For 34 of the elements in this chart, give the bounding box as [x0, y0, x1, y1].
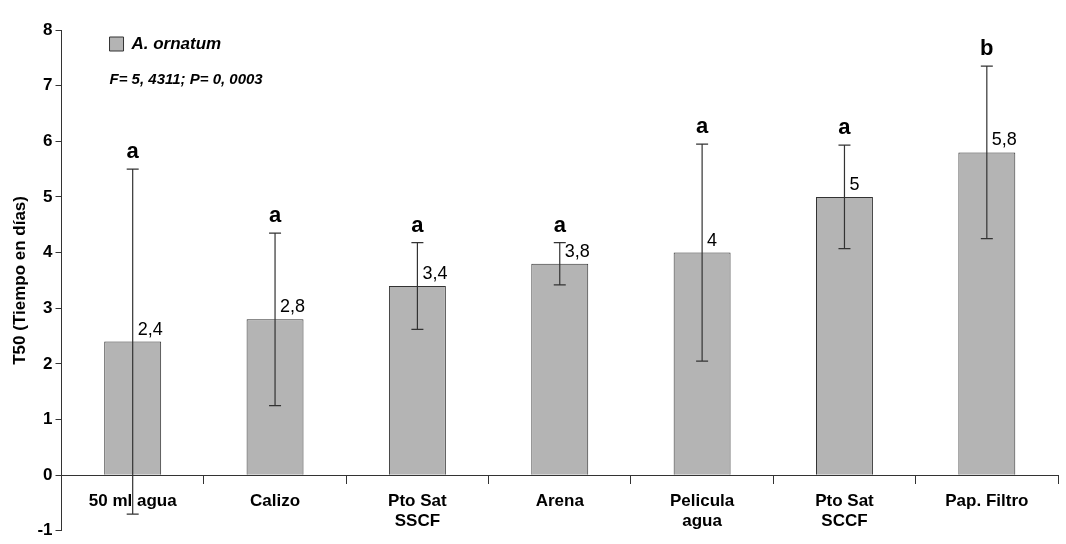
y-tick-label: 8	[43, 19, 53, 39]
y-tick-label: 2	[43, 353, 53, 373]
x-tick-label: Arena	[535, 491, 585, 511]
annotation: a	[411, 211, 425, 237]
x-tick-label: Pto Sat SSCF	[388, 491, 448, 531]
data-label: 5	[849, 173, 860, 194]
y-tick-label: 0	[43, 464, 53, 484]
annotation: F= 5, 4311; P= 0, 0003	[109, 70, 264, 88]
data-label: 4	[707, 229, 718, 250]
data-label: 2,8	[280, 296, 306, 317]
annotation: a	[695, 113, 709, 139]
y-axis-title: T50 (Tiempo en días)	[9, 196, 29, 365]
annotation: a	[126, 138, 140, 164]
y-tick-label: -1	[37, 520, 53, 540]
annotation: a	[553, 211, 567, 237]
x-tick-label: 50 ml agua	[88, 491, 178, 511]
annotation: b	[980, 35, 994, 61]
data-label: 5,8	[991, 129, 1017, 150]
y-tick-label: 5	[43, 186, 53, 206]
y-tick-label: 7	[43, 75, 53, 95]
x-tick-label: Pto Sat SCCF	[815, 491, 875, 531]
x-tick-label: Calizo	[250, 491, 301, 511]
data-label: 3,4	[422, 262, 448, 283]
annotation: a	[838, 114, 852, 140]
data-label: 3,8	[564, 240, 590, 261]
x-tick-label: Pap. Filtro	[945, 491, 1029, 511]
y-tick-label: 6	[43, 130, 53, 150]
y-tick-label: 1	[43, 409, 53, 429]
y-tick-label: 4	[43, 242, 54, 262]
data-label: 2,4	[137, 318, 163, 339]
legend-label: A. ornatum	[130, 33, 222, 53]
y-tick-label: 3	[43, 297, 53, 317]
annotation: a	[268, 202, 282, 228]
x-tick-label: Pelicula agua	[669, 491, 735, 531]
